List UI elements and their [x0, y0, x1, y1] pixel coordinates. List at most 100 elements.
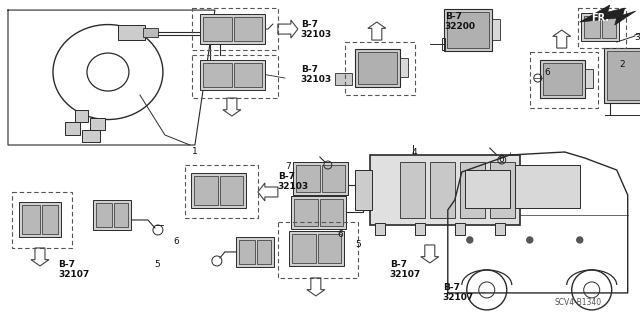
- Text: 5: 5: [154, 260, 159, 269]
- Bar: [580, 13, 619, 41]
- Bar: [42, 205, 58, 234]
- Text: 6: 6: [545, 68, 550, 77]
- Bar: [447, 12, 489, 48]
- Bar: [430, 162, 455, 218]
- Text: 32200: 32200: [445, 22, 476, 31]
- Bar: [358, 52, 397, 84]
- Bar: [143, 28, 158, 37]
- Text: 32107: 32107: [58, 270, 89, 279]
- Text: B-7: B-7: [445, 12, 462, 21]
- Bar: [442, 38, 445, 50]
- Bar: [82, 130, 100, 142]
- Bar: [296, 165, 320, 192]
- Bar: [400, 58, 408, 77]
- Text: 6: 6: [499, 155, 504, 164]
- Text: B-7: B-7: [390, 260, 407, 269]
- Bar: [515, 165, 580, 208]
- Bar: [96, 203, 112, 227]
- Bar: [584, 16, 600, 38]
- Text: 2: 2: [620, 60, 625, 69]
- Bar: [495, 223, 505, 235]
- Bar: [318, 234, 341, 263]
- Bar: [375, 223, 385, 235]
- Bar: [239, 240, 255, 264]
- Text: FR.: FR.: [591, 13, 609, 23]
- Bar: [114, 203, 128, 227]
- Circle shape: [467, 237, 473, 243]
- Bar: [585, 69, 593, 88]
- Bar: [203, 63, 232, 87]
- Bar: [234, 63, 262, 87]
- Bar: [192, 8, 278, 50]
- Bar: [194, 176, 218, 205]
- Text: 4: 4: [412, 148, 417, 157]
- Bar: [294, 199, 318, 226]
- Text: 32103: 32103: [301, 30, 332, 39]
- Bar: [75, 110, 88, 122]
- Bar: [604, 48, 640, 103]
- Bar: [220, 176, 243, 205]
- Bar: [191, 173, 246, 208]
- Bar: [543, 63, 582, 95]
- Bar: [355, 49, 400, 87]
- Bar: [291, 196, 346, 229]
- Text: SCV4-B1340: SCV4-B1340: [555, 298, 602, 307]
- Bar: [490, 162, 515, 218]
- Bar: [90, 118, 105, 130]
- Bar: [65, 122, 80, 135]
- Bar: [465, 170, 510, 208]
- Bar: [492, 19, 500, 40]
- Bar: [370, 155, 520, 225]
- Text: 3: 3: [635, 33, 640, 42]
- Bar: [185, 165, 258, 218]
- Bar: [335, 73, 352, 85]
- Text: 32107: 32107: [443, 293, 474, 302]
- Bar: [578, 8, 626, 48]
- Bar: [118, 25, 145, 40]
- Bar: [200, 60, 265, 90]
- Text: 5: 5: [355, 240, 360, 249]
- Bar: [322, 165, 345, 192]
- Bar: [540, 60, 585, 98]
- Bar: [345, 42, 415, 95]
- Bar: [355, 170, 372, 210]
- Bar: [257, 240, 271, 264]
- Text: B-7: B-7: [278, 172, 295, 181]
- Text: 6: 6: [173, 237, 179, 246]
- Circle shape: [577, 237, 583, 243]
- Bar: [602, 16, 616, 38]
- Text: 7: 7: [285, 162, 291, 171]
- Bar: [200, 14, 265, 44]
- Bar: [19, 202, 61, 237]
- Bar: [444, 9, 492, 51]
- Circle shape: [527, 237, 532, 243]
- Bar: [192, 55, 278, 98]
- Bar: [460, 162, 484, 218]
- Text: B-7: B-7: [58, 260, 75, 269]
- Bar: [530, 52, 598, 108]
- Bar: [292, 234, 316, 263]
- Bar: [236, 237, 274, 267]
- Bar: [12, 192, 72, 248]
- Bar: [203, 17, 232, 41]
- Text: 32107: 32107: [390, 270, 421, 279]
- Bar: [289, 231, 344, 266]
- Text: 6: 6: [338, 230, 344, 239]
- Bar: [320, 199, 343, 226]
- Bar: [400, 162, 425, 218]
- Text: B-7: B-7: [443, 283, 460, 292]
- Bar: [22, 205, 40, 234]
- Bar: [93, 200, 131, 230]
- Bar: [293, 162, 348, 195]
- Text: B-7: B-7: [301, 65, 318, 74]
- Text: B-7: B-7: [301, 20, 318, 29]
- Polygon shape: [580, 5, 636, 25]
- Bar: [234, 17, 262, 41]
- Text: 1: 1: [192, 147, 198, 156]
- Bar: [278, 222, 358, 278]
- Text: 32103: 32103: [301, 75, 332, 84]
- Bar: [455, 223, 465, 235]
- Bar: [607, 51, 640, 100]
- Bar: [415, 223, 425, 235]
- Bar: [519, 175, 535, 205]
